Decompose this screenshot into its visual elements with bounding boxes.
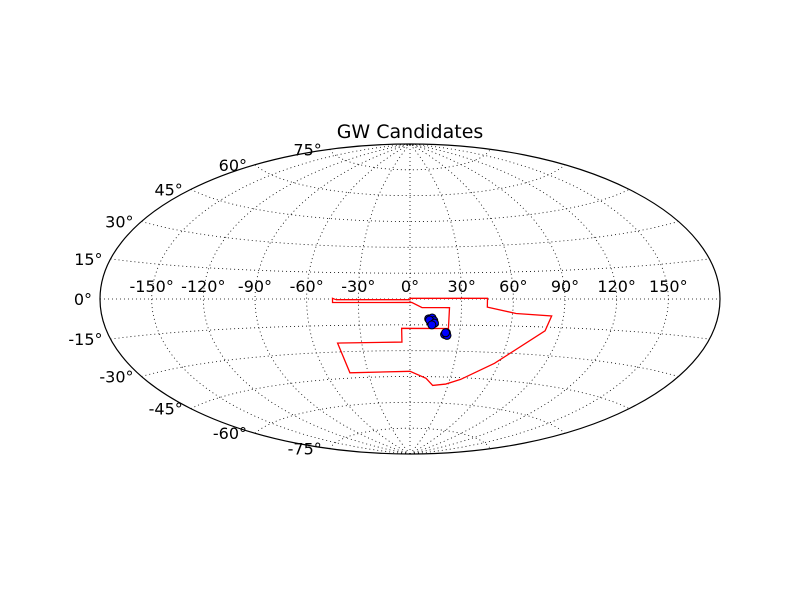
y-tick-label: 45°: [154, 180, 182, 199]
y-tick-label: 15°: [74, 250, 102, 269]
y-tick-label: 0°: [74, 290, 92, 309]
points-layer: [424, 313, 452, 340]
y-tick-label: 30°: [105, 213, 133, 232]
x-tick-label: -90°: [238, 277, 272, 296]
y-tick-label: -75°: [288, 440, 322, 459]
x-tick-label: -60°: [290, 277, 324, 296]
y-tick-labels: -75° -60° -45° -30° -15° 0° 15°30° 45° 60° 75°: [68, 140, 321, 458]
parallel-line: [254, 401, 566, 434]
x-tick-labels: -150° -120° -90° -60° -30° 0° 30° 60° 90° 120° 150…: [130, 277, 688, 296]
x-tick-label: -150°: [130, 277, 174, 296]
x-tick-label: -120°: [181, 277, 225, 296]
meridian-line: [409, 143, 514, 455]
parallel-line: [254, 164, 566, 197]
localization-footprint: [331, 297, 553, 387]
x-tick-label: 30°: [447, 277, 475, 296]
y-tick-label: 60°: [219, 156, 247, 175]
meridian-line: [306, 143, 411, 455]
x-tick-label: 90°: [551, 277, 579, 296]
x-tick-label: 150°: [649, 277, 688, 296]
map-frame-layer: [99, 143, 721, 455]
candidate-point: [441, 328, 451, 338]
parallel-line: [190, 376, 630, 409]
graticule: [100, 143, 720, 455]
map-frame: [99, 143, 721, 455]
x-tick-label: 60°: [499, 277, 527, 296]
y-tick-label: 75°: [293, 140, 321, 159]
x-tick-label: 0°: [401, 277, 419, 296]
meridian-line: [409, 143, 618, 455]
x-tick-label: -30°: [341, 277, 375, 296]
meridian-line: [202, 143, 411, 455]
y-tick-label: -15°: [68, 330, 102, 349]
chart-title: GW Candidates: [337, 121, 484, 143]
candidate-point: [427, 320, 437, 330]
footprint-layer: [331, 297, 553, 387]
y-tick-label: -45°: [149, 400, 183, 419]
y-tick-label: -30°: [99, 368, 133, 387]
y-tick-label: -60°: [213, 424, 247, 443]
x-tick-label: 120°: [597, 277, 636, 296]
